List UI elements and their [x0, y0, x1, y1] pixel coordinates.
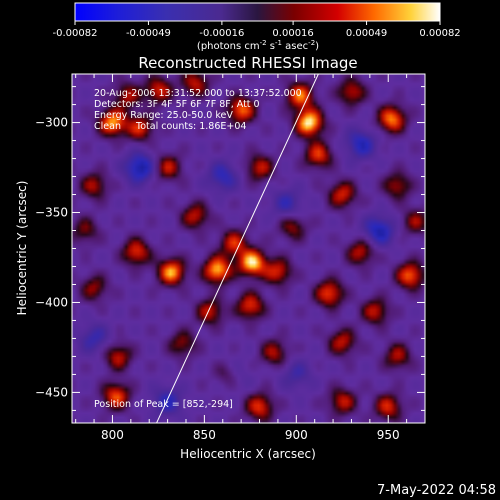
annotation-counts: Clean Total counts: 1.86E+04	[94, 121, 246, 132]
colorbar-ticks: -0.00082 -0.00049 -0.00016 0.00016 0.00049 0.…	[53, 21, 461, 39]
limb-line	[156, 74, 319, 423]
footer-timestamp: 7-May-2022 04:58	[377, 483, 496, 498]
y-tick-label: −450	[35, 385, 68, 399]
y-axis: −300 −350 −400 −450	[35, 86, 425, 411]
peak-position-label: Position of Peak = [852,-294]	[94, 399, 233, 410]
y-tick-label: −300	[35, 116, 68, 130]
heatmap-image	[72, 74, 425, 423]
colorbar-tick-label: 0.00016	[272, 28, 313, 39]
annotation-detectors: Detectors: 3F 4F 5F 6F 7F 8F, Att 0	[94, 99, 260, 110]
colorbar-tick-label: -0.00082	[53, 28, 98, 39]
x-tick-label: 950	[377, 428, 400, 442]
colorbar-tick-label: 0.00049	[346, 28, 387, 39]
x-axis-label: Heliocentric X (arcsec)	[180, 447, 316, 461]
annotation-time: 20-Aug-2006 13:31:52.000 to 13:37:52.000	[94, 88, 302, 99]
colorbar-tick-label: 0.00082	[419, 28, 460, 39]
x-tick-label: 850	[193, 428, 216, 442]
y-tick-label: −350	[35, 206, 68, 220]
colorbar-gradient	[74, 2, 441, 22]
colorbar-tick-label: -0.00016	[199, 28, 244, 39]
x-axis: 800 850 900 950	[75, 74, 426, 442]
colorbar: -0.00082 -0.00049 -0.00016 0.00016 0.00049 0.…	[53, 2, 461, 52]
x-tick-label: 900	[285, 428, 308, 442]
x-tick-label: 800	[101, 428, 124, 442]
colorbar-tick-label: -0.00049	[126, 28, 171, 39]
y-axis-label: Heliocentric Y (arcsec)	[15, 181, 29, 316]
annotations: 20-Aug-2006 13:31:52.000 to 13:37:52.000…	[94, 88, 302, 410]
annotation-energy: Energy Range: 25.0-50.0 keV	[94, 110, 233, 121]
image-area	[72, 74, 425, 423]
chart-title: Reconstructed RHESSI Image	[138, 54, 357, 72]
colorbar-unit-label: (photons cm-2 s-1 asec-2)	[197, 39, 319, 52]
y-tick-label: −400	[35, 295, 68, 309]
